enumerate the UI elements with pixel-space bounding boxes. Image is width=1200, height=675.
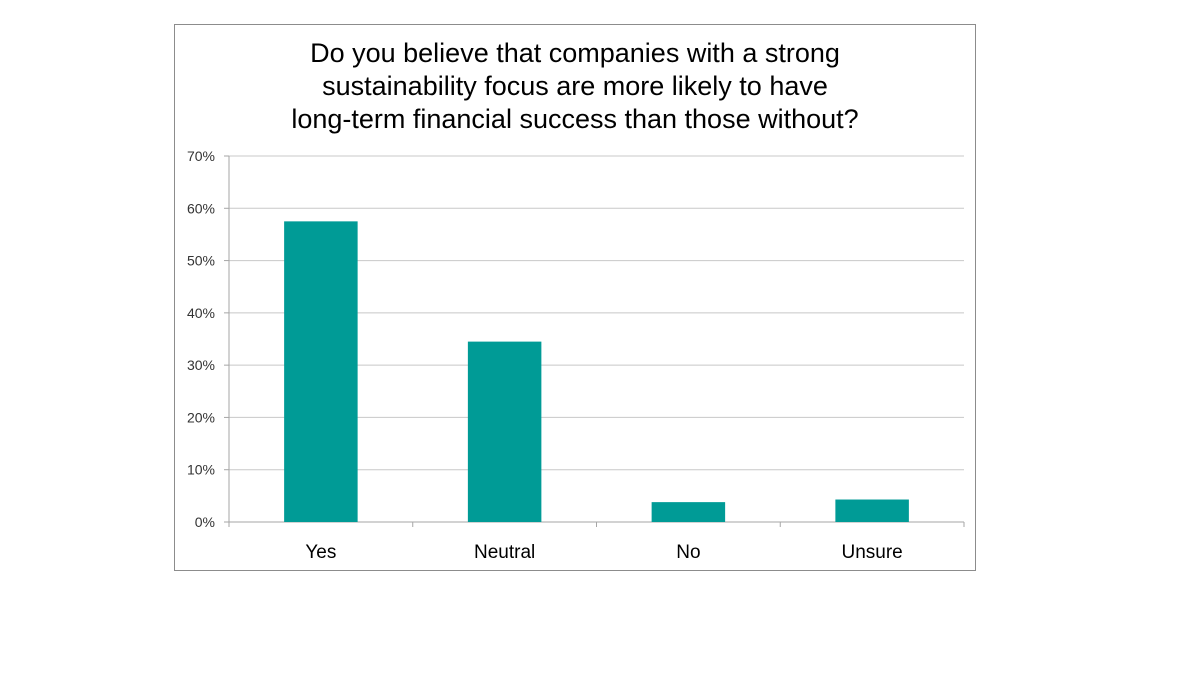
chart-frame: Do you believe that companies with a str… <box>174 24 976 571</box>
x-category-label: Neutral <box>474 542 535 563</box>
y-tick-label: 50% <box>187 253 215 269</box>
x-category-label: Yes <box>305 542 336 563</box>
chart-title-line-3: long-term financial success than those w… <box>291 104 859 134</box>
bar-neutral <box>467 341 542 522</box>
x-category-label: Unsure <box>842 542 903 563</box>
y-tick-label: 10% <box>187 462 215 478</box>
bar-chart-plot: 0% 10% 20% 30% 40% 50% 60% 70% Yes Neutral No Unsur… <box>187 148 965 563</box>
chart-title-line-1: Do you believe that companies with a str… <box>310 38 840 68</box>
bar-yes <box>284 221 358 522</box>
y-tick-label: 60% <box>187 200 215 216</box>
y-tick-label: 20% <box>187 409 215 425</box>
x-category-label: No <box>676 542 700 563</box>
chart-title: Do you believe that companies with a str… <box>175 37 975 136</box>
bar-unsure <box>835 499 909 522</box>
bar-no <box>651 502 726 522</box>
y-tick-label: 70% <box>187 148 215 164</box>
y-tick-label: 30% <box>187 357 215 373</box>
y-tick-label: 40% <box>187 305 215 321</box>
y-tick-label: 0% <box>195 514 215 530</box>
chart-title-line-2: sustainability focus are more likely to … <box>322 71 828 101</box>
